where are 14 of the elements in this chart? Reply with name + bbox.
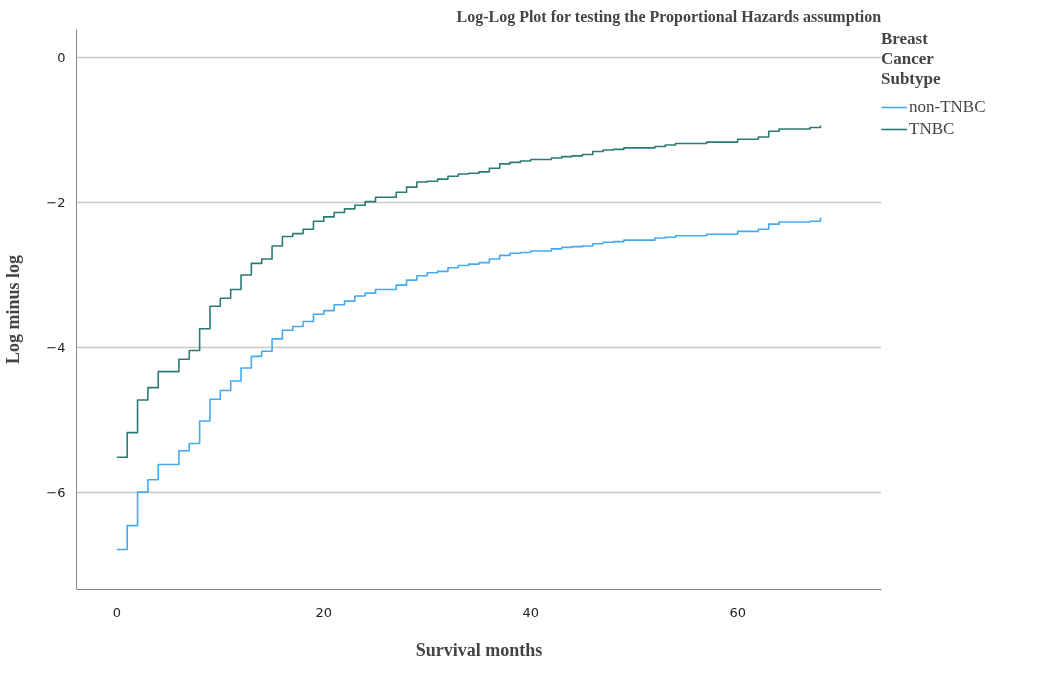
y-tick-label: −6	[46, 485, 66, 501]
legend-label: non-TNBC	[909, 97, 986, 117]
y-tick-label: 0	[57, 49, 66, 65]
x-tick-label: 0	[112, 604, 121, 620]
x-tick-label: 20	[315, 604, 333, 620]
legend-label: TNBC	[909, 119, 955, 139]
legend-title: Breast Cancer Subtype	[881, 29, 942, 89]
y-axis-title: Log minus log	[3, 254, 24, 365]
x-tick-label: 60	[729, 604, 746, 620]
y-tick-label: −2	[46, 194, 66, 210]
x-tick-label: 40	[522, 604, 540, 620]
chart-title: Log-Log Plot for testing the Proportional Hazards assumption	[456, 7, 882, 26]
x-axis-title: Survival months	[415, 639, 543, 660]
y-tick-label: −4	[46, 340, 66, 356]
